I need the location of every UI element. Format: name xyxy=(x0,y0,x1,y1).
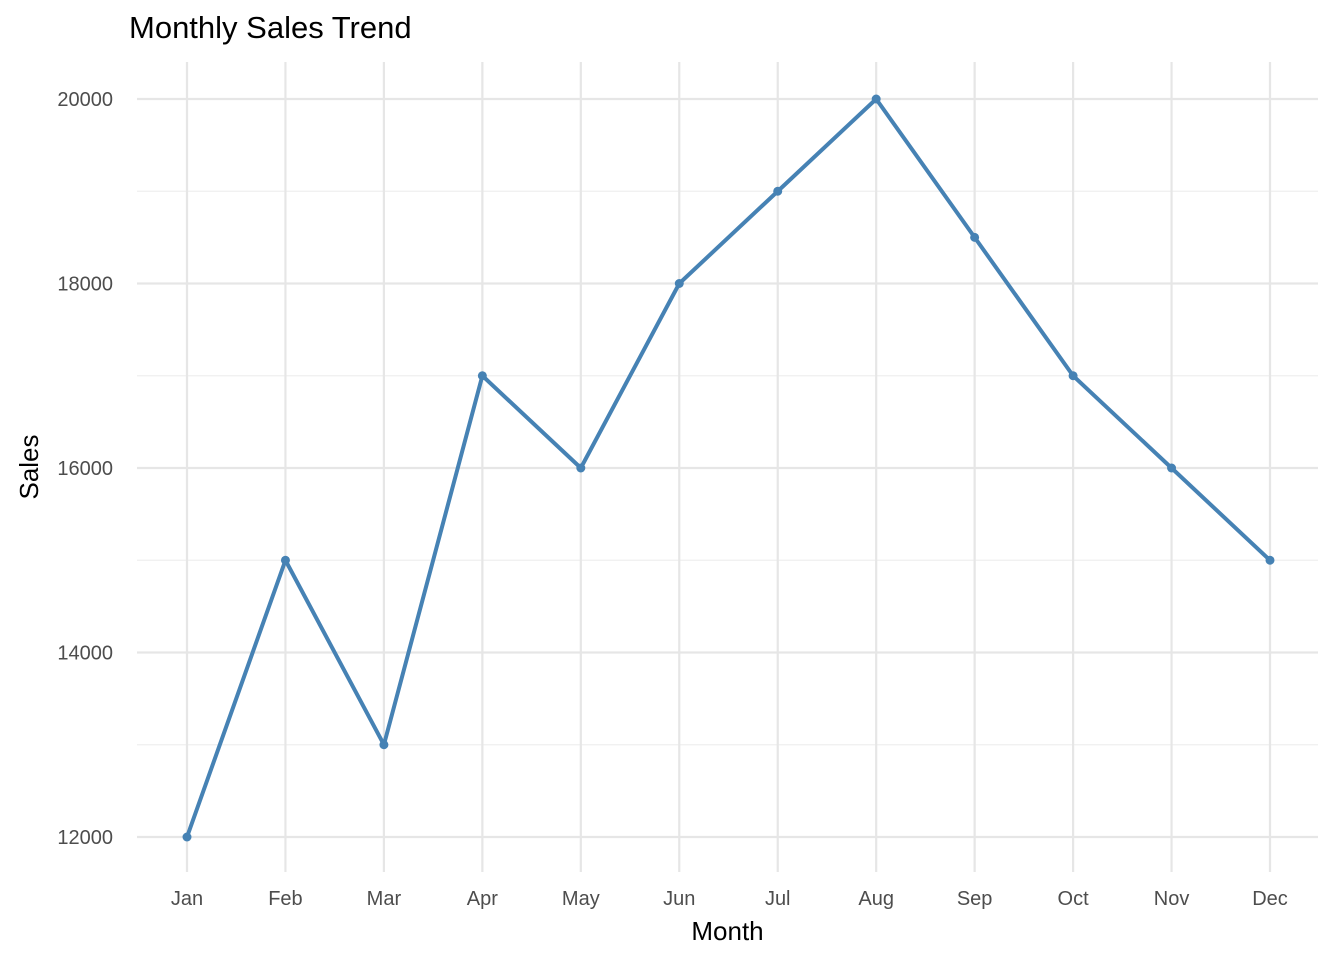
y-tick-label: 16000 xyxy=(57,458,113,480)
data-point xyxy=(576,463,586,473)
x-tick-label: Jan xyxy=(171,888,203,910)
y-tick-label: 18000 xyxy=(57,274,113,296)
x-tick-label: Mar xyxy=(367,888,402,910)
y-tick-label: 14000 xyxy=(57,643,113,665)
x-tick-label: Dec xyxy=(1252,888,1288,910)
data-point xyxy=(1167,463,1177,473)
x-axis-title: Month xyxy=(691,916,763,946)
x-tick-label: Oct xyxy=(1058,888,1090,910)
x-tick-label: Jul xyxy=(765,888,791,910)
x-tick-label: May xyxy=(562,888,600,910)
x-tick-label: Feb xyxy=(268,888,302,910)
data-point xyxy=(1068,371,1078,381)
y-axis-title: Sales xyxy=(14,434,44,499)
x-tick-label: Apr xyxy=(467,888,498,910)
chart-title: Monthly Sales Trend xyxy=(129,10,412,45)
series-line xyxy=(185,97,1272,839)
x-tick-label: Sep xyxy=(957,888,993,910)
data-point xyxy=(970,232,980,242)
data-point xyxy=(477,371,487,381)
data-point xyxy=(871,94,881,104)
data-point xyxy=(773,186,783,196)
data-point xyxy=(280,555,290,565)
x-tick-label: Jun xyxy=(663,888,695,910)
data-point xyxy=(182,832,192,842)
y-tick-label: 12000 xyxy=(57,827,113,849)
data-point xyxy=(1265,555,1275,565)
y-tick-label: 20000 xyxy=(57,89,113,111)
data-point xyxy=(379,740,389,750)
x-tick-label: Nov xyxy=(1154,888,1190,910)
x-tick-label: Aug xyxy=(858,888,894,910)
data-point xyxy=(674,279,684,288)
